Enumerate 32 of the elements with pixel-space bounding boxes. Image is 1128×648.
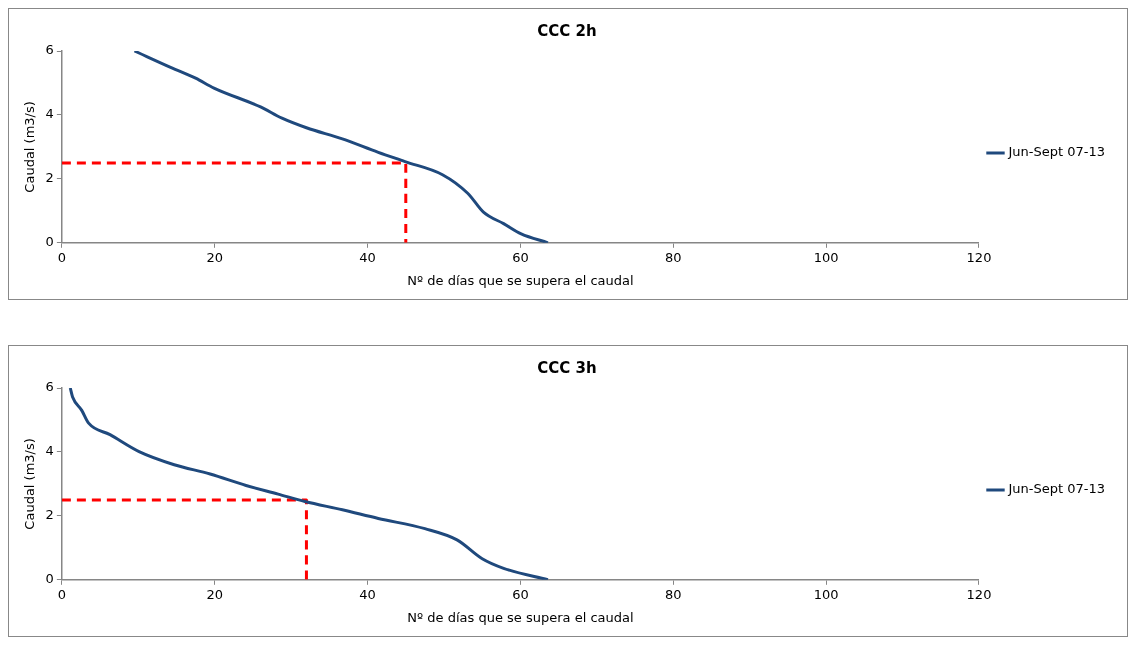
y-tick-label: 0 [45, 234, 54, 250]
chart-title: CCC 3h [537, 358, 597, 377]
legend-label: Jun-Sept 07-13 [1007, 144, 1106, 160]
x-tick-label: 60 [512, 586, 529, 602]
y-axis-title: Caudal (m3/s) [22, 438, 38, 530]
x-tick-label: 20 [206, 586, 223, 602]
y-tick-label: 4 [45, 106, 54, 122]
x-tick-label: 100 [813, 249, 839, 265]
chart-title: CCC 2h [537, 21, 597, 40]
x-axis-title: Nº de días que se supera el caudal [407, 272, 634, 288]
x-tick-label: 60 [512, 249, 529, 265]
x-tick-label: 0 [57, 249, 67, 265]
y-tick-label: 6 [45, 379, 54, 395]
y-tick-label: 4 [45, 443, 54, 459]
legend-label: Jun-Sept 07-13 [1007, 481, 1106, 497]
y-axis-title: Caudal (m3/s) [22, 101, 38, 193]
x-tick-label: 80 [665, 249, 682, 265]
y-tick-label: 2 [45, 170, 54, 186]
x-tick-label: 120 [966, 586, 992, 602]
x-tick-label: 20 [206, 249, 223, 265]
y-tick-label: 0 [45, 571, 54, 587]
y-tick-label: 6 [45, 42, 54, 58]
y-tick-label: 2 [45, 507, 54, 523]
line-series [132, 51, 550, 243]
x-tick-label: 100 [813, 586, 839, 602]
x-axis-title: Nº de días que se supera el caudal [407, 609, 634, 625]
x-tick-label: 120 [966, 249, 992, 265]
line-series [68, 388, 550, 580]
x-tick-label: 40 [359, 249, 376, 265]
x-tick-label: 80 [665, 586, 682, 602]
x-tick-label: 40 [359, 586, 376, 602]
x-tick-label: 0 [57, 586, 67, 602]
